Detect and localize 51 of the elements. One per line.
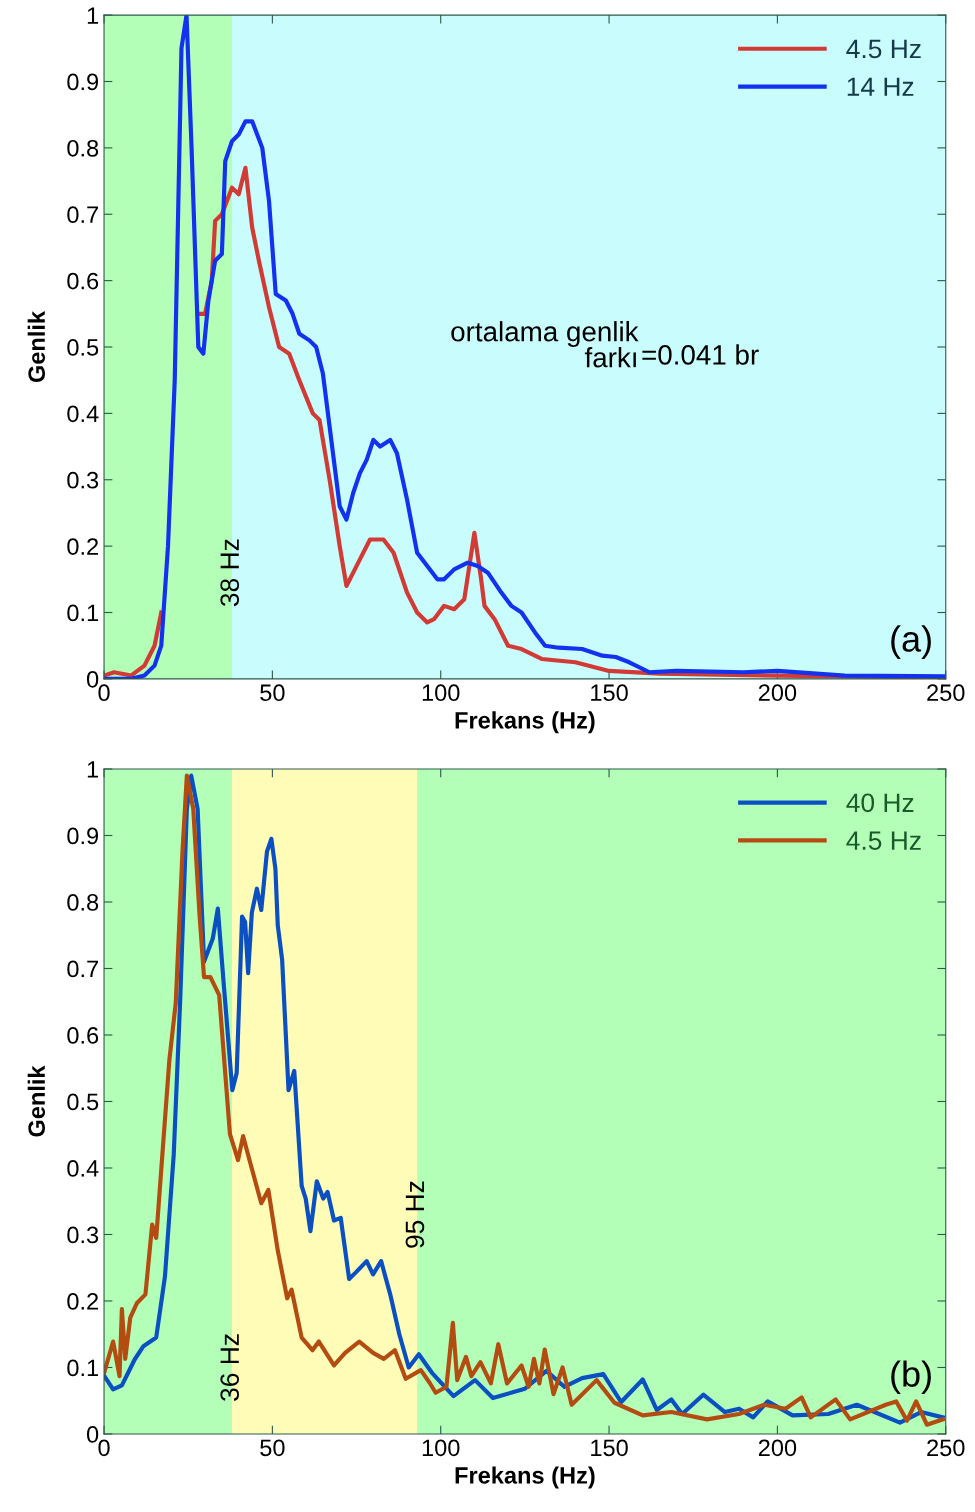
x-tick-label: 250 [927,1439,965,1457]
x-tick-label: 50 [260,684,285,702]
legend-label: 4.5 Hz [846,39,921,59]
x-axis-title: Frekans (Hz) [455,711,595,734]
legend-label: 40 Hz [846,793,914,813]
y-tick-label: 0.6 [67,1027,99,1044]
y-tick-label: 0.9 [67,73,99,91]
x-tick-label: 150 [591,684,628,702]
band-label: 36 Hz [220,1334,240,1401]
x-tick-label: 0 [98,1439,110,1457]
y-tick-label: 1 [87,761,99,778]
annotation: farkı [584,347,636,368]
x-tick-label: 100 [422,684,460,702]
annotation: (a) [891,625,931,659]
y-tick-label: 0.5 [67,1093,99,1111]
x-tick-label: 100 [422,1439,460,1457]
y-tick-label: 0.2 [67,538,98,555]
line-series [104,15,946,679]
y-tick-label: 0.8 [67,139,99,157]
y-tick-label: 0.7 [67,206,98,224]
x-tick-label: 200 [758,1439,797,1457]
y-tick-label: 0.6 [67,272,99,290]
x-tick-label: 0 [98,684,110,702]
y-axis-title: Genlik [27,1065,46,1137]
y-tick-label: 0 [86,670,99,688]
annotation: =0.041 br [642,344,759,365]
legend-label: 4.5 Hz [846,831,921,850]
y-tick-label: 0.3 [67,471,99,489]
annotation: (b) [891,1360,931,1395]
y-tick-label: 0.4 [67,1160,99,1177]
y-tick-label: 0.9 [67,827,99,845]
y-tick-label: 0.5 [67,339,99,356]
band-label: 38 Hz [220,539,240,607]
y-tick-label: 0 [86,1426,99,1443]
x-tick-label: 50 [260,1439,285,1457]
band-label: 95 Hz [405,1181,425,1248]
x-tick-label: 250 [927,684,965,702]
y-tick-label: 0.3 [67,1226,99,1244]
y-tick-label: 1 [87,7,99,24]
y-tick-label: 0.4 [67,405,99,423]
y-tick-label: 0.1 [67,604,99,622]
x-tick-label: 150 [591,1439,628,1457]
y-tick-label: 0.8 [67,894,99,911]
y-tick-label: 0.7 [67,960,98,978]
y-axis-title: Genlik [27,310,46,383]
y-tick-label: 0.1 [67,1359,99,1377]
x-axis-title: Frekans (Hz) [455,1466,595,1489]
legend-label: 14 Hz [847,77,914,96]
x-tick-label: 200 [758,684,797,702]
annotation: ortalama genlik [451,321,639,347]
y-tick-label: 0.2 [67,1293,98,1310]
